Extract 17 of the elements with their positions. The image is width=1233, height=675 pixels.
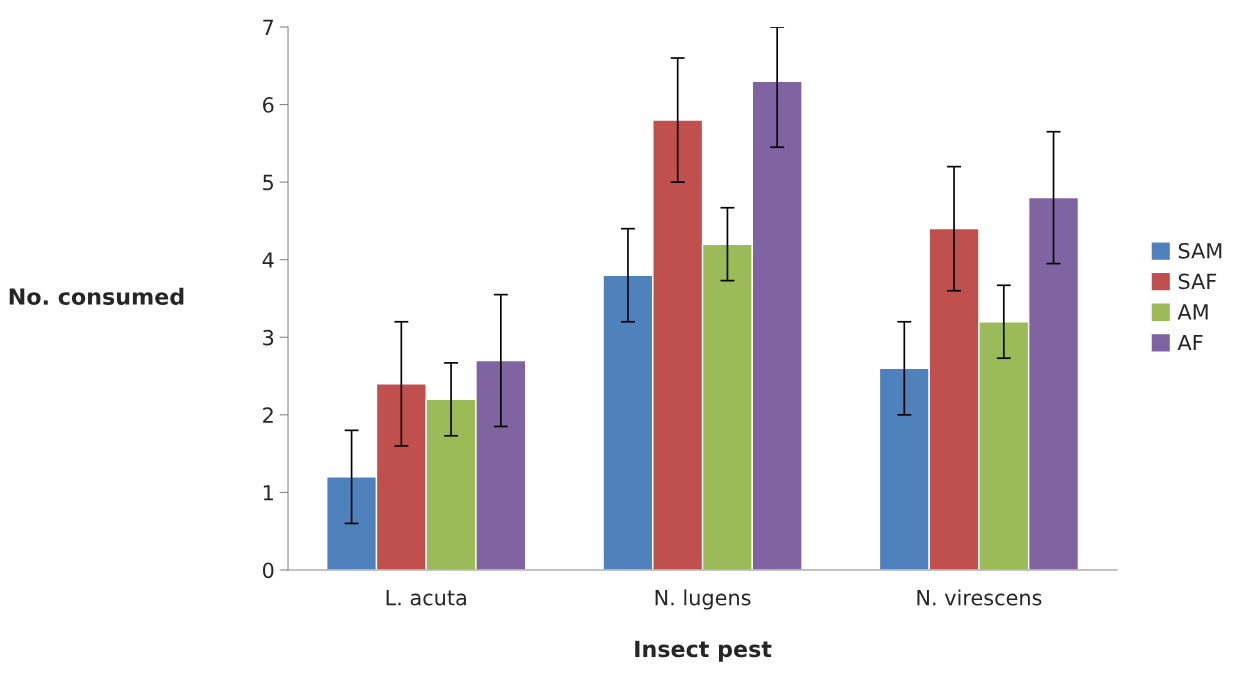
y-tick-label: 6 — [263, 97, 274, 113]
x-tick-label: N. lugens — [655, 589, 751, 610]
legend-label: SAM — [1178, 242, 1222, 259]
legend-label: SAF — [1178, 273, 1217, 290]
y-axis-title: No. consumed — [9, 287, 184, 305]
y-tick-label: 3 — [263, 329, 274, 346]
y-tick-label: 7 — [263, 19, 274, 35]
legend-label: AM — [1177, 304, 1208, 320]
x-tick-label: N. virescens — [917, 589, 1042, 606]
y-tick-label: 4 — [262, 252, 274, 268]
y-tick-label: 1 — [263, 485, 273, 501]
legend-label: AF — [1177, 334, 1203, 351]
y-tick-label: 5 — [263, 174, 274, 191]
y-tick-label: 2 — [263, 407, 273, 423]
x-tick-label: L. acuta — [386, 590, 466, 606]
y-tick-label: 0 — [262, 562, 274, 579]
x-axis-title: Insect pest — [635, 640, 772, 662]
